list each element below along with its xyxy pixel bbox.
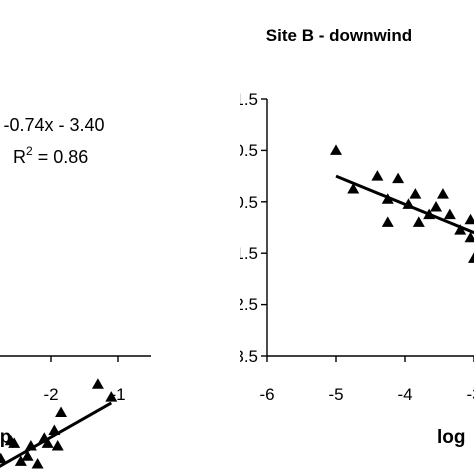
right-y-tick-label: -3.5: [229, 347, 258, 366]
right-tick-marks: [261, 98, 474, 362]
right-data-point: [371, 170, 384, 181]
right-trendline: [335, 174, 474, 235]
right-x-axis-label: log: [437, 427, 466, 448]
left-data-point: [51, 439, 64, 451]
left-x-axis-label-main: log p: [0, 427, 11, 448]
r-squared-suffix: = 0.86: [33, 147, 89, 167]
right-data-points: [330, 144, 474, 263]
left-data-point: [55, 406, 68, 418]
chart-title: Site B - downwind: [266, 26, 412, 45]
right-data-point: [409, 188, 422, 199]
left-data-points: [0, 378, 118, 469]
left-data-point: [91, 378, 104, 389]
right-data-point: [412, 216, 425, 227]
left-data-point: [0, 452, 7, 464]
left-x-axis-label: log pl: [0, 427, 15, 451]
right-data-point: [468, 252, 474, 263]
left-chart-panel: -2 -1 = -0.74x - 3.40 R2 = 0.86 log pl: [0, 115, 151, 469]
right-chart-panel: Site B - downwind 1.5 0.5 -0.5 -1.5 -2.5…: [182, 26, 474, 448]
right-y-axis-label: log Kp: [182, 200, 207, 256]
right-data-point: [430, 200, 443, 212]
right-x-tick-label: -3: [466, 385, 474, 404]
left-x-tick-marks: [50, 356, 119, 362]
left-data-point: [105, 391, 118, 402]
left-data-point: [31, 457, 44, 469]
left-x-tick-label: -2: [43, 385, 58, 404]
right-data-point: [454, 224, 467, 235]
right-data-point: [436, 188, 449, 199]
right-data-point: [464, 213, 474, 225]
left-data-point: [41, 437, 54, 448]
right-data-point: [381, 216, 394, 227]
r-squared-prefix: R: [13, 147, 26, 167]
right-data-point: [443, 208, 456, 220]
r-squared-annotation: R2 = 0.86: [13, 144, 88, 167]
right-x-tick-label: -5: [328, 385, 343, 404]
equation-annotation: = -0.74x - 3.40: [0, 115, 105, 135]
right-y-tick-label: 1.5: [234, 90, 258, 109]
left-x-axis-label-sub: l: [11, 437, 14, 451]
r-squared-superscript: 2: [26, 144, 33, 158]
right-y-tick-label: -0.5: [229, 193, 258, 212]
left-data-point: [8, 437, 21, 448]
left-trendline: [0, 401, 113, 468]
right-x-tick-label: -6: [259, 385, 274, 404]
right-y-tick-label: 0.5: [234, 141, 258, 160]
right-data-point: [392, 172, 405, 184]
right-y-axis-label-sub: p: [192, 200, 207, 208]
left-data-point: [14, 455, 27, 466]
right-data-point: [464, 231, 474, 243]
right-y-tick-label: -1.5: [229, 244, 258, 263]
right-x-tick-label: -4: [397, 385, 412, 404]
left-data-point: [21, 450, 34, 461]
right-y-axis-label-main: log K: [182, 208, 203, 256]
right-data-point: [330, 144, 342, 155]
right-y-tick-label: -2.5: [229, 295, 258, 314]
right-data-point: [347, 182, 360, 194]
